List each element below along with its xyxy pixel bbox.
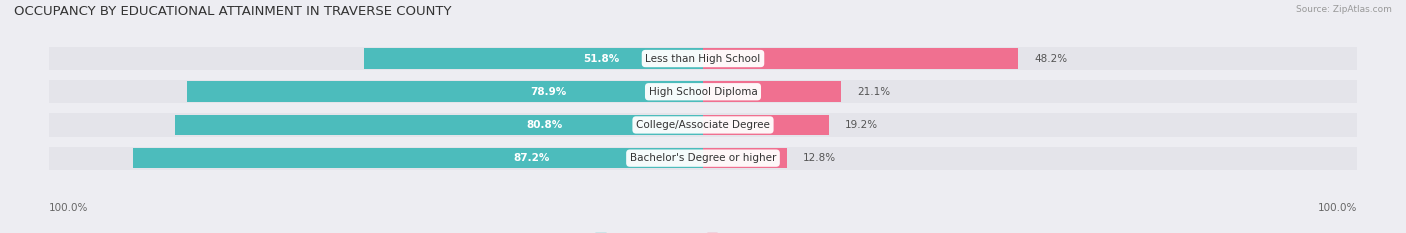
Text: 21.1%: 21.1% bbox=[858, 87, 890, 97]
Text: 87.2%: 87.2% bbox=[513, 153, 550, 163]
Text: High School Diploma: High School Diploma bbox=[648, 87, 758, 97]
Bar bbox=[703, 82, 841, 102]
Bar bbox=[134, 148, 703, 168]
Text: 78.9%: 78.9% bbox=[530, 87, 567, 97]
Bar bbox=[703, 115, 828, 135]
Bar bbox=[49, 113, 703, 137]
Bar bbox=[703, 113, 1357, 137]
Bar bbox=[49, 80, 703, 103]
Text: 100.0%: 100.0% bbox=[1317, 203, 1357, 213]
Text: 80.8%: 80.8% bbox=[526, 120, 562, 130]
Bar bbox=[703, 48, 1018, 69]
Bar bbox=[703, 80, 1357, 103]
Text: 48.2%: 48.2% bbox=[1035, 54, 1067, 64]
Bar bbox=[703, 148, 787, 168]
Text: 12.8%: 12.8% bbox=[803, 153, 837, 163]
Text: 51.8%: 51.8% bbox=[583, 54, 620, 64]
Text: 19.2%: 19.2% bbox=[845, 120, 877, 130]
Bar bbox=[49, 147, 703, 170]
Text: Source: ZipAtlas.com: Source: ZipAtlas.com bbox=[1296, 5, 1392, 14]
Text: College/Associate Degree: College/Associate Degree bbox=[636, 120, 770, 130]
Bar bbox=[703, 47, 1357, 70]
Text: 100.0%: 100.0% bbox=[49, 203, 89, 213]
Bar bbox=[49, 47, 703, 70]
Text: Bachelor's Degree or higher: Bachelor's Degree or higher bbox=[630, 153, 776, 163]
Text: Less than High School: Less than High School bbox=[645, 54, 761, 64]
Bar bbox=[187, 82, 703, 102]
Text: OCCUPANCY BY EDUCATIONAL ATTAINMENT IN TRAVERSE COUNTY: OCCUPANCY BY EDUCATIONAL ATTAINMENT IN T… bbox=[14, 5, 451, 18]
Bar bbox=[703, 147, 1357, 170]
Bar bbox=[174, 115, 703, 135]
Bar bbox=[364, 48, 703, 69]
